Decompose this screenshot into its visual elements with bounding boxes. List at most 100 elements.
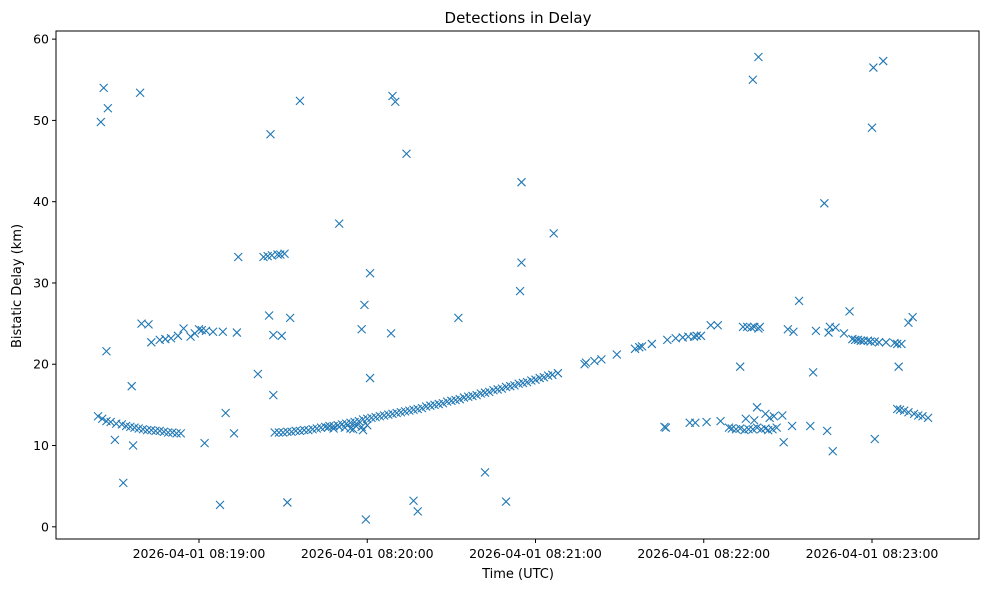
data-point-marker: [741, 414, 751, 424]
data-point-marker: [179, 324, 188, 333]
data-point-marker: [215, 500, 225, 510]
data-point-marker: [783, 324, 793, 334]
data-point-marker: [755, 322, 765, 332]
data-point-marker: [110, 435, 120, 445]
chart-title: Detections in Delay: [445, 9, 592, 27]
data-point-marker: [166, 333, 176, 343]
data-point-marker: [805, 421, 815, 431]
data-point-marker: [96, 117, 106, 127]
data-point-marker: [553, 368, 563, 378]
data-point-marker: [173, 331, 183, 341]
data-point-marker: [761, 424, 770, 433]
data-point-marker: [346, 424, 355, 433]
data-point-marker: [176, 428, 186, 438]
data-point-marker: [232, 328, 242, 337]
data-point-marker: [772, 423, 782, 433]
data-point-marker: [127, 381, 137, 391]
data-point-marker: [789, 327, 798, 337]
data-point-marker: [334, 219, 344, 229]
data-point-marker: [329, 424, 338, 433]
data-point-marker: [754, 52, 763, 62]
y-tick-label: 60: [33, 32, 49, 47]
data-point-marker: [264, 311, 274, 320]
data-point-marker: [819, 198, 829, 208]
data-point-marker: [634, 342, 644, 352]
data-point-marker: [716, 416, 725, 426]
data-point-marker: [142, 425, 152, 435]
x-axis-ticks: 2026-04-01 08:19:00 2026-04-01 08:20:00 20…: [133, 539, 938, 561]
data-point-marker: [515, 286, 525, 296]
data-point-marker: [867, 123, 877, 133]
data-point-marker: [273, 250, 282, 259]
data-points: [93, 52, 933, 524]
x-tick-label: 2026-04-01 08:20:00: [301, 546, 434, 561]
data-point-marker: [155, 335, 165, 345]
data-point-marker: [501, 497, 511, 506]
data-point-marker: [277, 331, 287, 341]
data-point-marker: [274, 428, 284, 437]
data-point-marker: [881, 337, 891, 347]
data-point-marker: [869, 63, 878, 72]
data-point-marker: [291, 426, 301, 436]
x-tick-label: 2026-04-01 08:22:00: [637, 546, 770, 561]
data-point-marker: [208, 327, 218, 337]
data-point-marker: [825, 322, 835, 332]
data-point-marker: [194, 324, 204, 334]
data-point-marker: [597, 354, 606, 364]
data-point-marker: [221, 408, 231, 418]
data-point-marker: [824, 328, 833, 337]
data-point-marker: [409, 496, 418, 506]
data-point-marker: [856, 336, 866, 346]
data-point-marker: [137, 319, 146, 328]
data-point-marker: [713, 320, 723, 330]
data-point-marker: [200, 438, 209, 448]
data-point-marker: [696, 331, 706, 341]
data-point-marker: [253, 369, 263, 379]
data-point-marker: [892, 339, 902, 349]
data-point-marker: [589, 356, 599, 366]
data-point-marker: [828, 446, 838, 456]
data-point-marker: [285, 313, 295, 323]
data-point-marker: [581, 358, 591, 368]
data-point-marker: [779, 437, 789, 447]
data-point-marker: [747, 323, 756, 333]
data-point-marker: [878, 56, 888, 66]
data-point-marker: [738, 322, 748, 332]
data-point-marker: [128, 441, 138, 450]
data-point-marker: [777, 411, 787, 420]
data-point-marker: [517, 177, 526, 187]
x-axis-label: Time (UTC): [481, 567, 554, 582]
data-point-marker: [365, 268, 375, 278]
data-point-marker: [282, 427, 292, 437]
data-point-marker: [690, 418, 700, 428]
y-tick-label: 10: [33, 438, 49, 453]
data-point-marker: [724, 423, 734, 433]
data-point-marker: [144, 320, 153, 329]
y-tick-label: 40: [33, 194, 49, 209]
x-tick-label: 2026-04-01 08:19:00: [133, 546, 266, 561]
data-point-marker: [386, 328, 396, 338]
data-point-marker: [822, 426, 832, 436]
data-point-marker: [811, 326, 821, 336]
data-point-marker: [413, 506, 423, 516]
data-point-marker: [268, 390, 278, 400]
data-point-marker: [453, 313, 463, 323]
data-point-marker: [890, 338, 899, 348]
data-point-marker: [808, 367, 818, 377]
data-point-marker: [402, 149, 411, 159]
data-point-marker: [874, 337, 884, 347]
data-point-marker: [268, 330, 278, 340]
data-point-marker: [348, 424, 358, 434]
data-point-marker: [388, 91, 397, 101]
data-point-marker: [99, 83, 109, 93]
data-point-marker: [839, 328, 849, 338]
data-point-marker: [299, 425, 309, 435]
data-point-marker: [549, 228, 559, 238]
data-point-marker: [111, 419, 121, 428]
data-point-marker: [106, 417, 116, 427]
data-point-marker: [637, 341, 647, 351]
y-axis-ticks: 0 10 20 30 40 50 60: [33, 32, 56, 534]
data-point-marker: [647, 339, 657, 349]
